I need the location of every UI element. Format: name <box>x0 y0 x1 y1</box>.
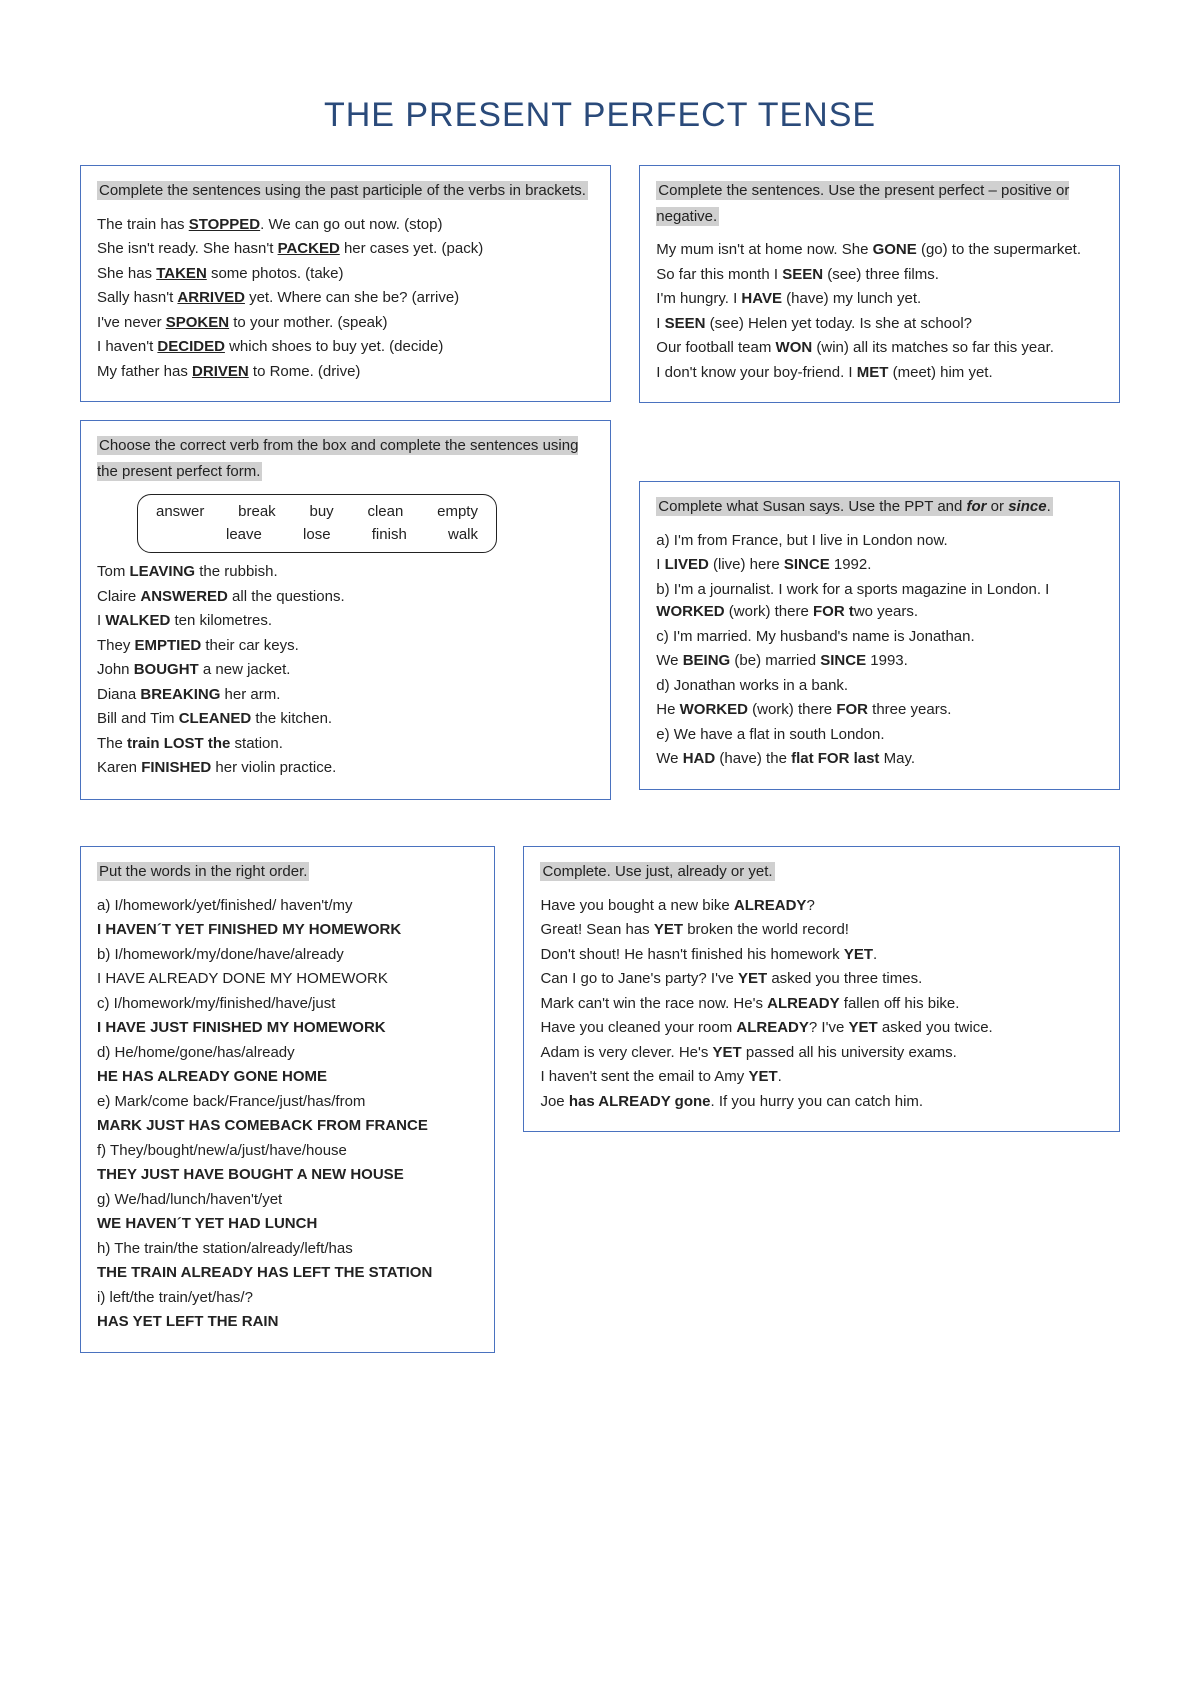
verb-option: buy <box>309 501 333 524</box>
exercise-line: Joe has ALREADY gone. If you hurry you c… <box>540 1091 1103 1114</box>
exercise-line: They EMPTIED their car keys. <box>97 635 594 658</box>
exercise-line: Great! Sean has YET broken the world rec… <box>540 919 1103 942</box>
exercise-line: e) Mark/come back/France/just/has/from <box>97 1091 478 1114</box>
exercise-line: Mark can't win the race now. He's ALREAD… <box>540 993 1103 1016</box>
exercise-line: Have you cleaned your room ALREADY? I've… <box>540 1017 1103 1040</box>
exercise-line: I'm hungry. I HAVE (have) my lunch yet. <box>656 288 1103 311</box>
box-e-content: a) I/homework/yet/finished/ haven't/myI … <box>97 895 478 1334</box>
exercise-line: h) The train/the station/already/left/ha… <box>97 1238 478 1261</box>
exercise-line: b) I/homework/my/done/have/already <box>97 944 478 967</box>
verb-option: empty <box>437 501 478 524</box>
exercise-line: I don't know your boy-friend. I MET (mee… <box>656 362 1103 385</box>
box-d-content: a) I'm from France, but I live in London… <box>656 530 1103 771</box>
exercise-line: We HAD (have) the flat FOR last May. <box>656 748 1103 771</box>
exercise-line: Diana BREAKING her arm. <box>97 684 594 707</box>
exercise-line: c) I/homework/my/finished/have/just <box>97 993 478 1016</box>
exercise-box-b: Choose the correct verb from the box and… <box>80 420 611 800</box>
box-a-instr: Complete the sentences using the past pa… <box>97 181 588 200</box>
exercise-line: My mum isn't at home now. She GONE (go) … <box>656 239 1103 262</box>
exercise-line: THEY JUST HAVE BOUGHT A NEW HOUSE <box>97 1164 478 1187</box>
exercise-line: Our football team WON (win) all its matc… <box>656 337 1103 360</box>
exercise-line: d) Jonathan works in a bank. <box>656 675 1103 698</box>
exercise-line: I HAVEN´T YET FINISHED MY HOMEWORK <box>97 919 478 942</box>
exercise-box-d: Complete what Susan says. Use the PPT an… <box>639 481 1120 790</box>
exercise-line: I HAVE JUST FINISHED MY HOMEWORK <box>97 1017 478 1040</box>
exercise-line: Claire ANSWERED all the questions. <box>97 586 594 609</box>
exercise-line: I SEEN (see) Helen yet today. Is she at … <box>656 313 1103 336</box>
exercise-line: My father has DRIVEN to Rome. (drive) <box>97 361 594 384</box>
exercise-line: I haven't DECIDED which shoes to buy yet… <box>97 336 594 359</box>
exercise-line: I HAVE ALREADY DONE MY HOMEWORK <box>97 968 478 991</box>
exercise-line: Tom LEAVING the rubbish. <box>97 561 594 584</box>
box-d-instr: Complete what Susan says. Use the PPT an… <box>656 497 1052 516</box>
verb-option: clean <box>367 501 403 524</box>
exercise-line: HAS YET LEFT THE RAIN <box>97 1311 478 1334</box>
exercise-box-f: Complete. Use just, already or yet. Have… <box>523 846 1120 1132</box>
box-b-instr: Choose the correct verb from the box and… <box>97 436 578 481</box>
box-a-content: The train has STOPPED. We can go out now… <box>97 214 594 384</box>
box-c-content: My mum isn't at home now. She GONE (go) … <box>656 239 1103 384</box>
exercise-line: So far this month I SEEN (see) three fil… <box>656 264 1103 287</box>
exercise-line: g) We/had/lunch/haven't/yet <box>97 1189 478 1212</box>
exercise-line: f) They/bought/new/a/just/have/house <box>97 1140 478 1163</box>
exercise-line: I haven't sent the email to Amy YET. <box>540 1066 1103 1089</box>
exercise-line: She isn't ready. She hasn't PACKED her c… <box>97 238 594 261</box>
worksheet-grid: Complete the sentences using the past pa… <box>80 165 1120 1371</box>
exercise-line: Don't shout! He hasn't finished his home… <box>540 944 1103 967</box>
exercise-box-c: Complete the sentences. Use the present … <box>639 165 1120 403</box>
exercise-line: He WORKED (work) there FOR three years. <box>656 699 1103 722</box>
verb-option: answer <box>156 501 204 524</box>
exercise-line: e) We have a flat in south London. <box>656 724 1103 747</box>
exercise-line: John BOUGHT a new jacket. <box>97 659 594 682</box>
box-f-content: Have you bought a new bike ALREADY?Great… <box>540 895 1103 1114</box>
exercise-line: The train LOST the station. <box>97 733 594 756</box>
exercise-line: WE HAVEN´T YET HAD LUNCH <box>97 1213 478 1236</box>
exercise-line: Bill and Tim CLEANED the kitchen. <box>97 708 594 731</box>
exercise-line: I've never SPOKEN to your mother. (speak… <box>97 312 594 335</box>
exercise-line: Can I go to Jane's party? I've YET asked… <box>540 968 1103 991</box>
exercise-line: d) He/home/gone/has/already <box>97 1042 478 1065</box>
exercise-line: Have you bought a new bike ALREADY? <box>540 895 1103 918</box>
box-e-instr: Put the words in the right order. <box>97 862 309 881</box>
exercise-line: Karen FINISHED her violin practice. <box>97 757 594 780</box>
verb-option: break <box>238 501 276 524</box>
box-b-content: Tom LEAVING the rubbish.Claire ANSWERED … <box>97 561 594 780</box>
exercise-line: THE TRAIN ALREADY HAS LEFT THE STATION <box>97 1262 478 1285</box>
page-title: THE PRESENT PERFECT TENSE <box>80 90 1120 141</box>
exercise-line: Adam is very clever. He's YET passed all… <box>540 1042 1103 1065</box>
exercise-line: b) I'm a journalist. I work for a sports… <box>656 579 1103 624</box>
exercise-line: The train has STOPPED. We can go out now… <box>97 214 594 237</box>
exercise-line: I WALKED ten kilometres. <box>97 610 594 633</box>
exercise-line: HE HAS ALREADY GONE HOME <box>97 1066 478 1089</box>
verb-option: walk <box>448 524 478 547</box>
exercise-line: I LIVED (live) here SINCE 1992. <box>656 554 1103 577</box>
exercise-line: c) I'm married. My husband's name is Jon… <box>656 626 1103 649</box>
verb-option: lose <box>303 524 331 547</box>
exercise-line: a) I'm from France, but I live in London… <box>656 530 1103 553</box>
exercise-line: MARK JUST HAS COMEBACK FROM FRANCE <box>97 1115 478 1138</box>
exercise-line: We BEING (be) married SINCE 1993. <box>656 650 1103 673</box>
exercise-box-a: Complete the sentences using the past pa… <box>80 165 611 402</box>
verb-bank: answer break buy clean empty leave lose finish… <box>137 494 497 553</box>
exercise-line: i) left/the train/yet/has/? <box>97 1287 478 1310</box>
exercise-line: a) I/homework/yet/finished/ haven't/my <box>97 895 478 918</box>
exercise-line: Sally hasn't ARRIVED yet. Where can she … <box>97 287 594 310</box>
exercise-box-e: Put the words in the right order. a) I/h… <box>80 846 495 1353</box>
verb-option: leave <box>226 524 262 547</box>
exercise-line: She has TAKEN some photos. (take) <box>97 263 594 286</box>
box-c-instr: Complete the sentences. Use the present … <box>656 181 1069 226</box>
verb-option: finish <box>372 524 407 547</box>
box-f-instr: Complete. Use just, already or yet. <box>540 862 774 881</box>
